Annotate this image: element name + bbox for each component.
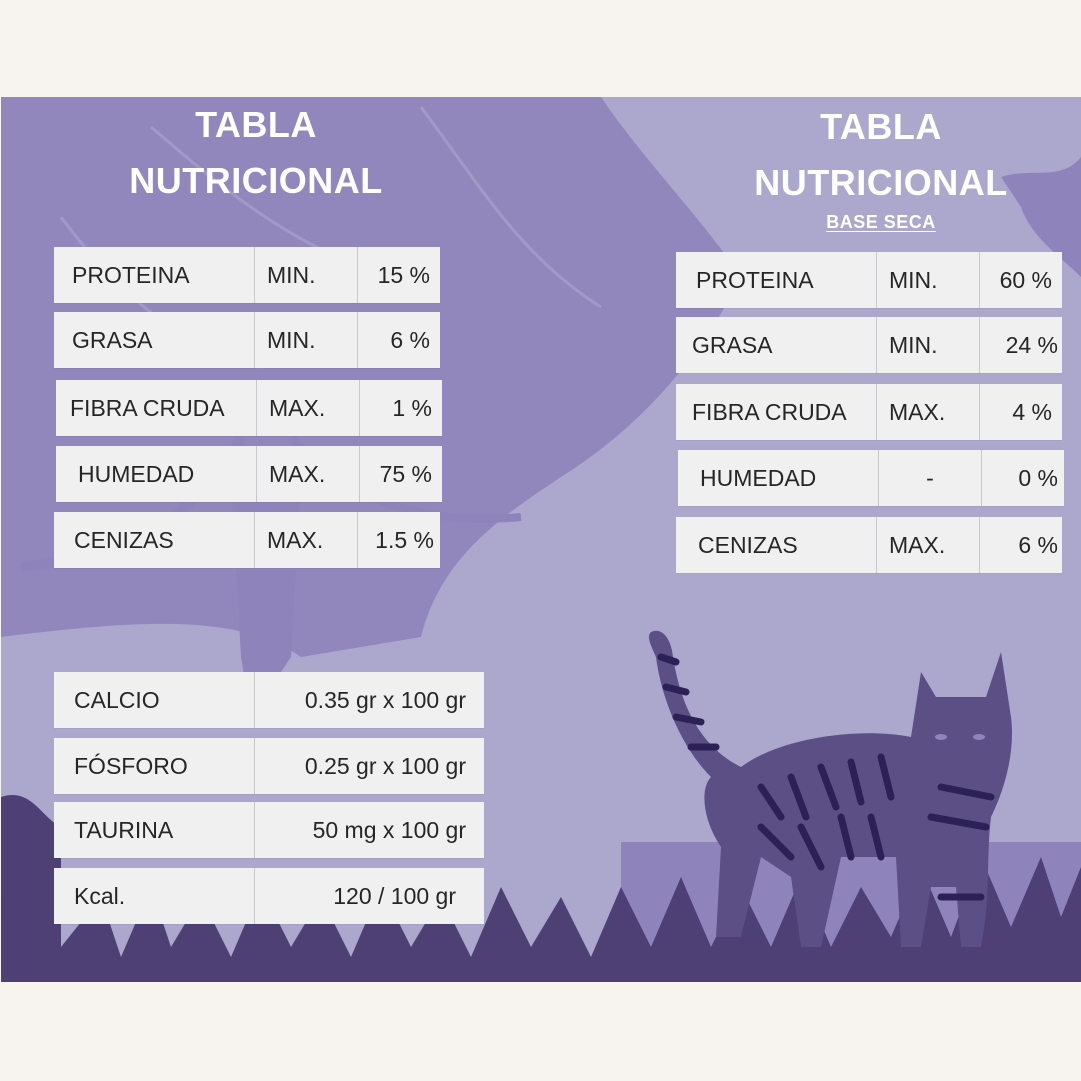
table-row: HUMEDAD - 0 % <box>678 450 1064 506</box>
nutrient-value: 60 % <box>979 252 1062 308</box>
table-row: GRASA MIN. 6 % <box>54 312 440 368</box>
left-table-title: TABLA NUTRICIONAL <box>111 97 401 209</box>
table-row: CENIZAS MAX. 6 % <box>676 517 1062 573</box>
nutrient-type: MIN. <box>876 252 979 308</box>
table-row: FÓSFORO 0.25 gr x 100 gr <box>54 738 484 794</box>
nutrient-name: FIBRA CRUDA <box>692 398 847 425</box>
right-table-title: TABLA NUTRICIONAL BASE SECA <box>731 99 1031 233</box>
nutrient-value: 24 % <box>979 317 1062 373</box>
grass-icon <box>1 857 1081 982</box>
nutrient-value: 50 mg x 100 gr <box>254 802 484 858</box>
nutrient-value: 1 % <box>359 380 442 436</box>
nutrient-type: MAX. <box>256 446 359 502</box>
nutrient-type: MAX. <box>876 517 979 573</box>
table-row: CALCIO 0.35 gr x 100 gr <box>54 672 484 728</box>
nutrient-type: MIN. <box>254 247 357 303</box>
nutrient-name: PROTEINA <box>696 266 814 293</box>
nutrient-value: 15 % <box>357 247 440 303</box>
nutrient-value: 0.35 gr x 100 gr <box>254 672 484 728</box>
table-row: PROTEINA MIN. 60 % <box>676 252 1062 308</box>
nutrient-name: GRASA <box>72 326 153 353</box>
nutrient-name: GRASA <box>692 331 773 358</box>
nutrient-type: MAX. <box>876 384 979 440</box>
table-row: TAURINA 50 mg x 100 gr <box>54 802 484 858</box>
title-line-1: TABLA <box>195 104 317 145</box>
table-row: Kcal. 120 / 100 gr <box>54 868 484 924</box>
table-row: PROTEINA MIN. 15 % <box>54 247 440 303</box>
nutrient-name: FÓSFORO <box>74 752 188 779</box>
table-row: FIBRA CRUDA MAX. 1 % <box>56 380 442 436</box>
nutrient-name: HUMEDAD <box>700 464 817 491</box>
nutrient-type: MAX. <box>256 380 359 436</box>
table-row: FIBRA CRUDA MAX. 4 % <box>676 384 1062 440</box>
nutrient-value: 75 % <box>359 446 442 502</box>
nutrient-name: PROTEINA <box>72 261 190 288</box>
nutrient-type: - <box>878 450 981 506</box>
nutrient-type: MAX. <box>254 512 357 568</box>
nutrient-name: CENIZAS <box>74 526 174 553</box>
nutrient-value: 4 % <box>979 384 1062 440</box>
title-line-2: NUTRICIONAL <box>754 162 1008 203</box>
nutrient-value: 1.5 % <box>357 512 440 568</box>
nutrient-type: MIN. <box>254 312 357 368</box>
nutrient-value: 120 / 100 gr <box>254 868 484 924</box>
nutrient-name: CALCIO <box>74 686 160 713</box>
table-row: HUMEDAD MAX. 75 % <box>56 446 442 502</box>
nutrition-panel: TABLA NUTRICIONAL TABLA NUTRICIONAL BASE… <box>1 97 1081 982</box>
nutrient-name: FIBRA CRUDA <box>70 394 225 421</box>
table-row: GRASA MIN. 24 % <box>676 317 1062 373</box>
title-line-2: NUTRICIONAL <box>129 160 383 201</box>
nutrient-name: HUMEDAD <box>78 460 195 487</box>
title-line-1: TABLA <box>820 106 942 147</box>
base-seca-subtitle: BASE SECA <box>826 212 936 232</box>
nutrient-value: 6 % <box>979 517 1062 573</box>
cat-icon <box>648 630 1012 947</box>
nutrient-name: TAURINA <box>74 816 174 843</box>
nutrient-value: 6 % <box>357 312 440 368</box>
nutrient-name: Kcal. <box>74 882 126 909</box>
nutrient-value: 0 % <box>981 450 1064 506</box>
table-row: CENIZAS MAX. 1.5 % <box>54 512 440 568</box>
nutrient-type: MIN. <box>876 317 979 373</box>
nutrient-value: 0.25 gr x 100 gr <box>254 738 484 794</box>
nutrient-name: CENIZAS <box>698 531 798 558</box>
